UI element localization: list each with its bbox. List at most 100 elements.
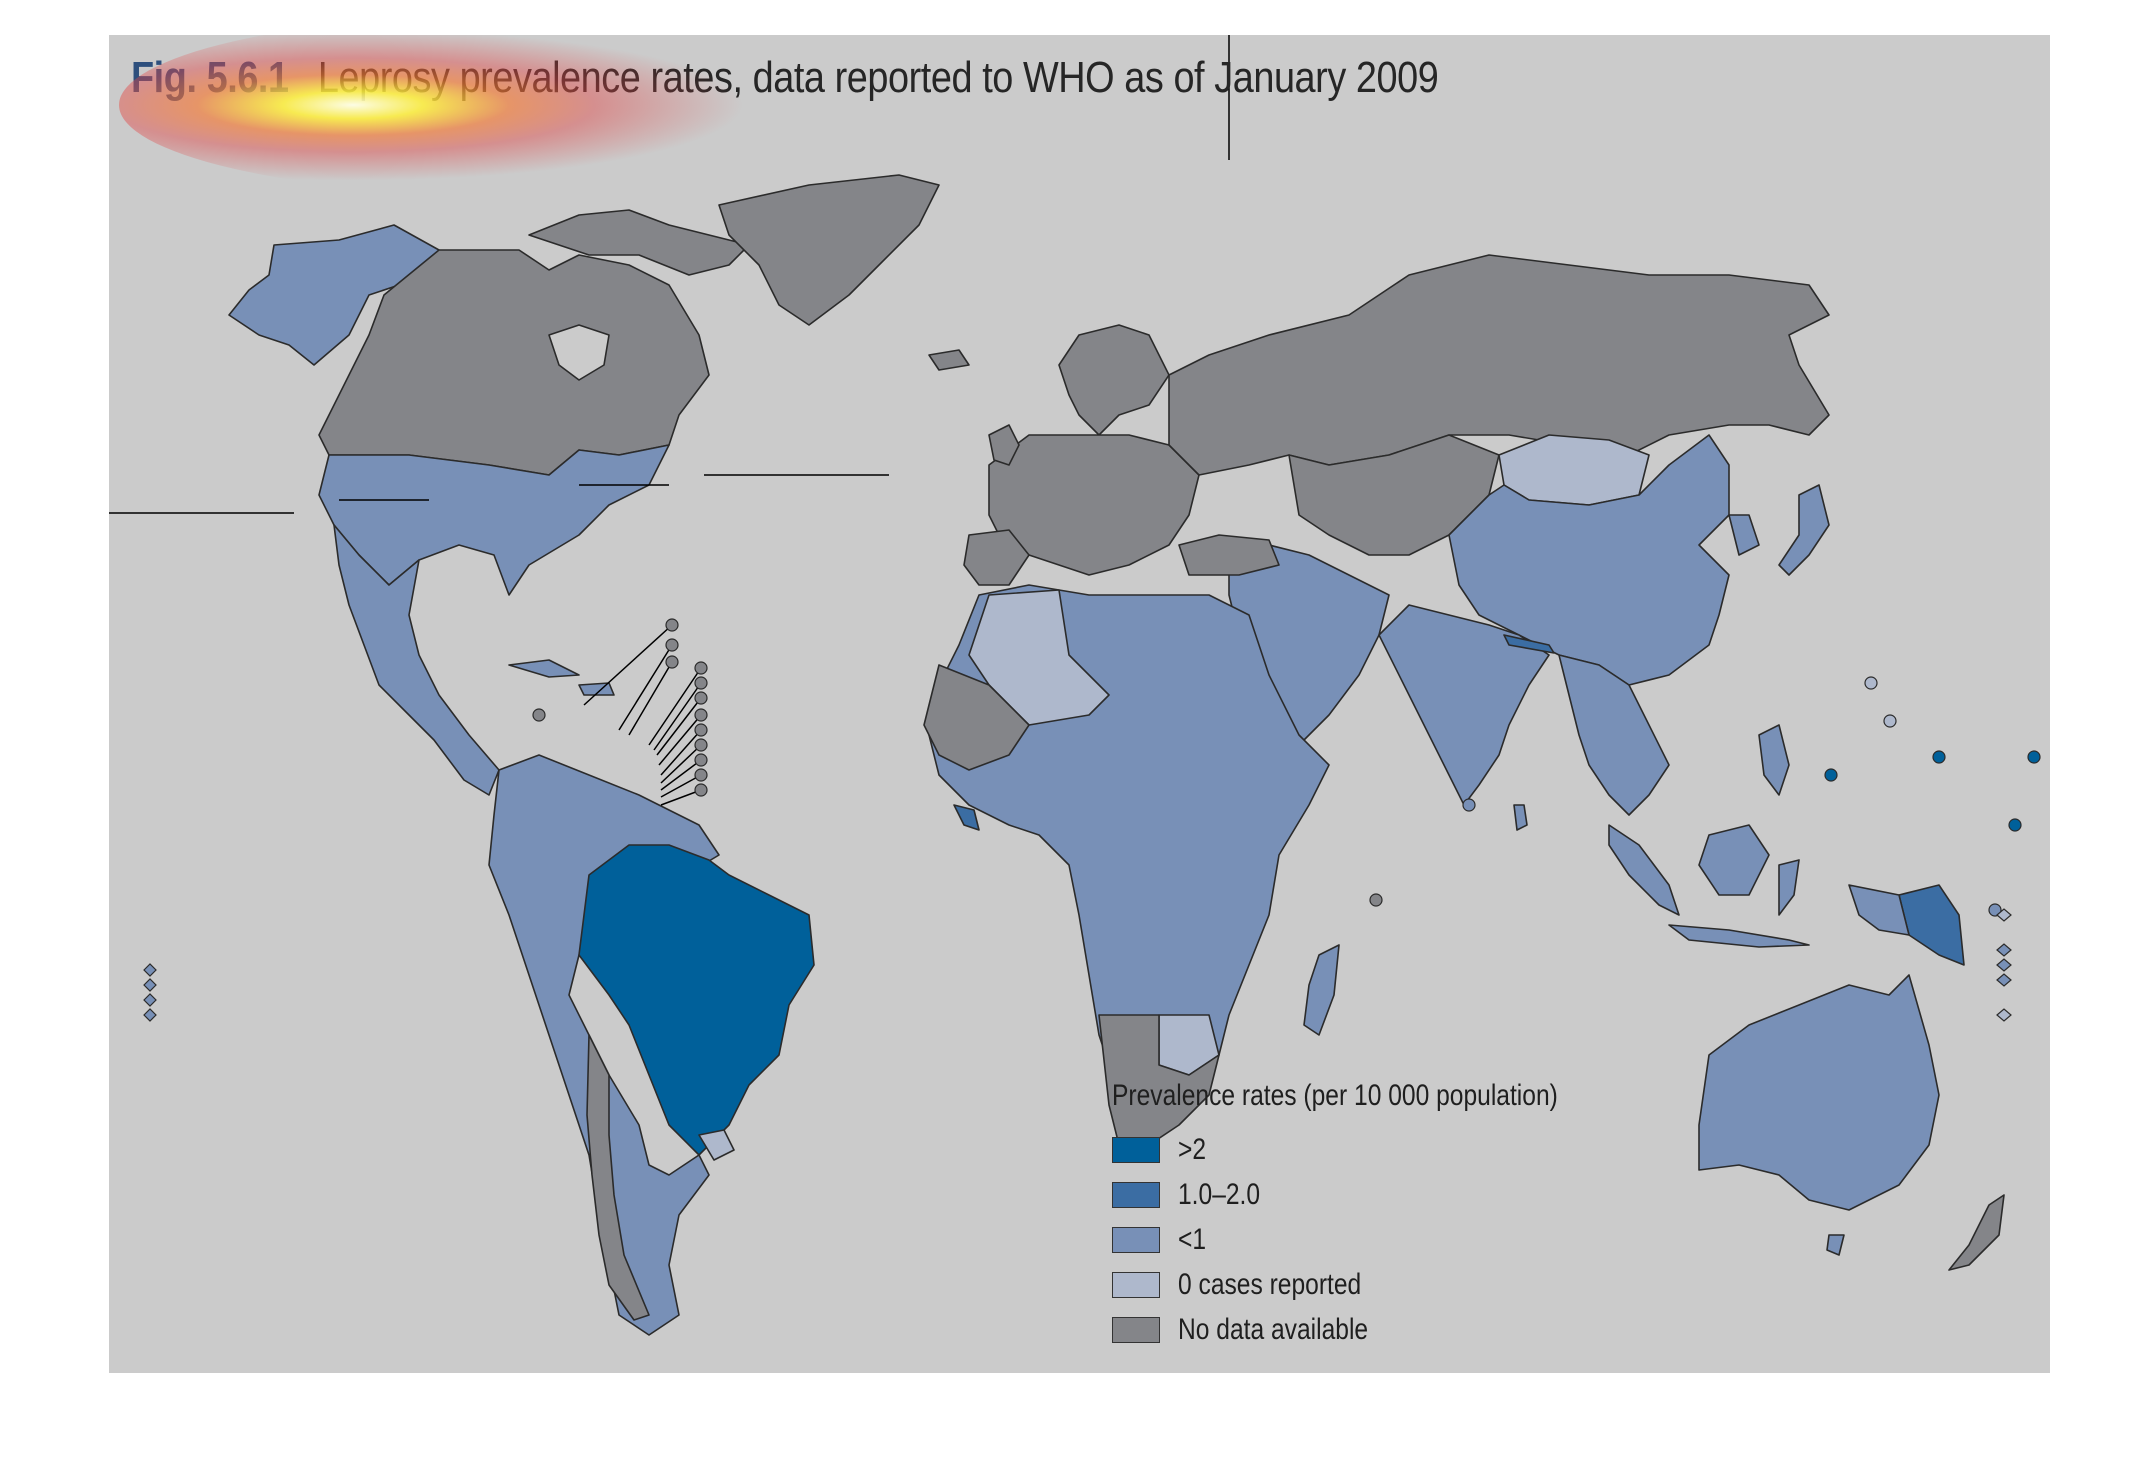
leader-line: [660, 729, 702, 776]
figure-title: Fig. 5.6.1 Leprosy prevalence rates, data…: [131, 53, 1439, 103]
island-bahamas: [532, 708, 546, 722]
island-palau: [1864, 676, 1878, 690]
caribbean-inset: [583, 618, 708, 806]
map-island: [694, 723, 708, 737]
region-japan: [1778, 484, 1830, 576]
region-sulawesi: [1778, 859, 1800, 916]
map-island: [143, 1008, 157, 1022]
island-fiji: [1988, 903, 2002, 917]
legend: Prevalence rates (per 10 000 population)…: [1112, 1079, 1656, 1352]
legend-item: No data available: [1112, 1307, 1656, 1352]
world-map: [109, 35, 2041, 1336]
map-island: [143, 963, 157, 977]
leader-line: [648, 667, 702, 746]
map-island: [694, 768, 708, 782]
region-borneo: [1698, 824, 1770, 896]
region-cuba: [508, 659, 580, 678]
legend-label: 0 cases reported: [1178, 1267, 1362, 1301]
leader-line: [653, 682, 702, 751]
leader-line: [660, 789, 702, 806]
leader-line: [618, 644, 673, 731]
region-russia: [1168, 254, 1830, 476]
map-island: [694, 753, 708, 767]
region-india: [1378, 604, 1550, 806]
map-island: [665, 618, 679, 632]
region-mexico: [333, 524, 500, 796]
leader-line: [628, 661, 673, 736]
map-figure: Fig. 5.6.1 Leprosy prevalence rates, data…: [109, 35, 2050, 1373]
region-tasmania: [1826, 1234, 1845, 1256]
map-island: [665, 638, 679, 652]
legend-title: Prevalence rates (per 10 000 population): [1112, 1079, 1558, 1112]
leader-line: [660, 774, 702, 798]
region-new-zealand: [1948, 1194, 2005, 1271]
region-sumatra-java: [1668, 924, 1810, 948]
island-guam: [1883, 714, 1897, 728]
region-algeria: [968, 589, 1110, 726]
map-island: [665, 655, 679, 669]
leader-line: [656, 697, 702, 756]
legend-label: 1.0–2.0: [1178, 1177, 1261, 1211]
leader-line: [660, 759, 702, 791]
region-uruguay: [698, 1129, 735, 1161]
legend-label: No data available: [1178, 1312, 1369, 1346]
leader-line: [583, 624, 673, 706]
region-greenland: [718, 174, 940, 326]
island-marshall-1: [1824, 768, 1838, 782]
legend-item: <1: [1112, 1217, 1656, 1262]
map-island: [694, 708, 708, 722]
map-island: [694, 661, 708, 675]
legend-swatch: [1112, 1271, 1160, 1298]
island-seychelles: [1369, 893, 1383, 907]
region-korea: [1728, 514, 1760, 556]
legend-swatch: [1112, 1316, 1160, 1343]
region-sri-lanka: [1513, 804, 1528, 831]
legend-item: >2: [1112, 1127, 1656, 1172]
region-philippines: [1758, 724, 1790, 796]
legend-swatch: [1112, 1136, 1160, 1163]
island-kiribati: [2008, 818, 2022, 832]
map-island: [1996, 908, 2012, 922]
map-island: [1996, 1008, 2012, 1022]
region-australia: [1698, 974, 1940, 1211]
legend-item: 0 cases reported: [1112, 1262, 1656, 1307]
region-madagascar: [1303, 944, 1340, 1036]
region-new-guinea-west: [1848, 884, 1910, 936]
region-south-america: [488, 754, 720, 1336]
edge-islands-left: [143, 963, 157, 1022]
region-uk: [988, 424, 1020, 466]
figure-number: Fig. 5.6.1: [131, 53, 289, 102]
map-island: [694, 783, 708, 797]
figure-title-text: Leprosy prevalence rates, data reported …: [317, 53, 1439, 102]
region-southeast-asia: [1558, 654, 1670, 816]
region-southern-africa: [1098, 1014, 1220, 1146]
legend-item: 1.0–2.0: [1112, 1172, 1656, 1217]
region-hudson-bay: [548, 324, 610, 381]
island-maldives: [1462, 798, 1476, 812]
island-marshall-2: [1932, 750, 1946, 764]
island-marshall-3: [2027, 750, 2041, 764]
map-island: [1996, 958, 2012, 972]
legend-label: >2: [1178, 1132, 1207, 1166]
leader-line: [660, 744, 702, 784]
legend-swatch: [1112, 1226, 1160, 1253]
map-island: [143, 993, 157, 1007]
legend-label: <1: [1178, 1222, 1207, 1256]
map-island: [143, 978, 157, 992]
region-iceland: [928, 349, 970, 371]
region-iberia: [963, 529, 1030, 586]
region-west-sahara: [923, 664, 1030, 771]
legend-swatch: [1112, 1181, 1160, 1208]
map-island: [694, 691, 708, 705]
region-turkey: [1178, 534, 1280, 576]
region-scandinavia: [1058, 324, 1170, 436]
region-alaska: [228, 224, 450, 366]
leader-line: [658, 714, 702, 766]
region-brazil: [578, 844, 815, 1156]
region-nepal: [1503, 634, 1555, 654]
region-chile: [586, 1034, 650, 1321]
map-island: [694, 676, 708, 690]
map-island: [1996, 943, 2012, 957]
edge-islands-right: [1996, 908, 2012, 1022]
map-island: [694, 738, 708, 752]
